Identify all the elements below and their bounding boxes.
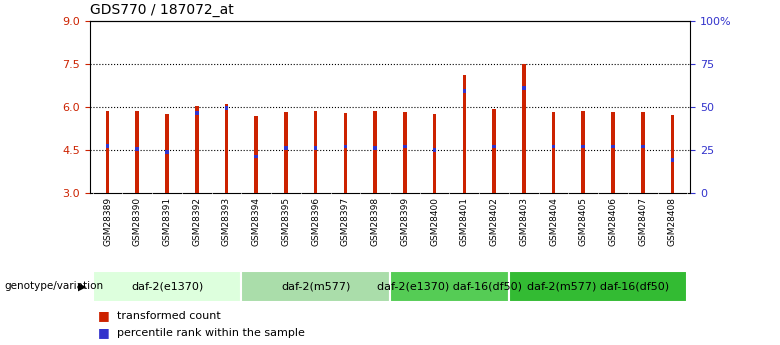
Text: GSM28396: GSM28396 — [311, 197, 320, 246]
Bar — [344, 113, 347, 193]
Bar — [254, 116, 258, 193]
Bar — [463, 89, 466, 93]
Bar — [106, 144, 109, 148]
Bar — [165, 150, 168, 154]
Text: GDS770 / 187072_at: GDS770 / 187072_at — [90, 3, 233, 17]
Bar — [106, 111, 109, 193]
Text: GSM28403: GSM28403 — [519, 197, 528, 246]
Text: GSM28406: GSM28406 — [608, 197, 618, 246]
Text: GSM28389: GSM28389 — [103, 197, 112, 246]
Text: GSM28392: GSM28392 — [192, 197, 201, 246]
Text: daf-2(m577): daf-2(m577) — [281, 282, 350, 291]
Text: GSM28395: GSM28395 — [282, 197, 290, 246]
Bar — [522, 65, 526, 193]
Text: daf-2(e1370) daf-16(df50): daf-2(e1370) daf-16(df50) — [377, 282, 522, 291]
Bar — [284, 112, 288, 193]
Bar — [612, 145, 615, 148]
Text: GSM28393: GSM28393 — [222, 197, 231, 246]
Bar — [390, 271, 509, 302]
Bar — [433, 114, 436, 193]
Bar — [522, 86, 526, 90]
Bar — [195, 106, 199, 193]
Bar — [344, 145, 347, 148]
Text: genotype/variation: genotype/variation — [4, 282, 103, 291]
Text: GSM28405: GSM28405 — [579, 197, 588, 246]
Text: daf-2(e1370): daf-2(e1370) — [131, 282, 203, 291]
Bar — [612, 112, 615, 193]
Bar — [136, 147, 139, 150]
Text: GSM28398: GSM28398 — [370, 197, 380, 246]
Bar — [241, 271, 390, 302]
Text: GSM28390: GSM28390 — [133, 197, 142, 246]
Bar — [374, 111, 377, 193]
Text: GSM28407: GSM28407 — [638, 197, 647, 246]
Bar — [463, 75, 466, 193]
Bar — [433, 148, 436, 152]
Bar — [254, 155, 258, 158]
Bar — [403, 112, 406, 193]
Bar — [284, 147, 288, 150]
Bar — [374, 147, 377, 150]
Text: GSM28408: GSM28408 — [668, 197, 677, 246]
Bar — [165, 114, 168, 193]
Bar — [492, 109, 496, 193]
Bar — [492, 145, 496, 148]
Bar — [136, 111, 139, 193]
Bar — [551, 112, 555, 193]
Text: GSM28400: GSM28400 — [430, 197, 439, 246]
Bar — [641, 112, 644, 193]
Text: ■: ■ — [98, 309, 109, 322]
Text: GSM28404: GSM28404 — [549, 197, 558, 246]
Text: GSM28399: GSM28399 — [400, 197, 410, 246]
Bar — [671, 115, 674, 193]
Bar — [93, 271, 241, 302]
Text: GSM28402: GSM28402 — [490, 197, 498, 246]
Text: GSM28401: GSM28401 — [460, 197, 469, 246]
Bar — [581, 145, 585, 148]
Text: ▶: ▶ — [78, 282, 87, 291]
Bar — [195, 111, 199, 115]
Text: GSM28397: GSM28397 — [341, 197, 350, 246]
Bar — [314, 111, 317, 193]
Bar — [225, 104, 229, 193]
Bar — [225, 106, 229, 110]
Text: GSM28394: GSM28394 — [252, 197, 261, 246]
Text: daf-2(m577) daf-16(df50): daf-2(m577) daf-16(df50) — [527, 282, 669, 291]
Text: percentile rank within the sample: percentile rank within the sample — [117, 328, 305, 338]
Bar — [403, 145, 406, 148]
Text: ■: ■ — [98, 326, 109, 339]
Bar — [314, 147, 317, 150]
Text: transformed count: transformed count — [117, 311, 221, 321]
Text: GSM28391: GSM28391 — [162, 197, 172, 246]
Bar — [671, 158, 674, 162]
Bar — [551, 145, 555, 148]
Bar — [581, 111, 585, 193]
Bar — [509, 271, 687, 302]
Bar — [641, 145, 644, 148]
